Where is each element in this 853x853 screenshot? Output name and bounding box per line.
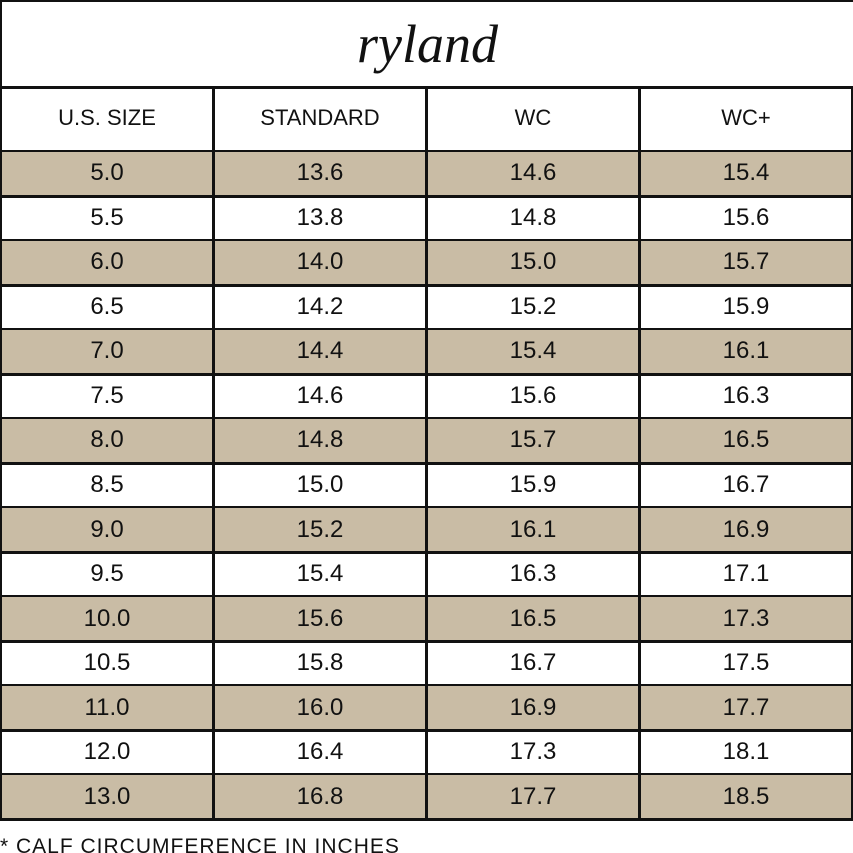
table-row: 6.0 14.0 15.0 15.7	[0, 241, 853, 287]
cell: 14.8	[425, 196, 638, 240]
table-row: 8.0 14.8 15.7 16.5	[0, 419, 853, 465]
cell: 16.8	[212, 775, 425, 818]
cell: 17.3	[425, 730, 638, 774]
cell: 15.6	[425, 374, 638, 418]
table-row: 8.5 15.0 15.9 16.7	[0, 463, 853, 510]
cell: 15.7	[638, 241, 853, 284]
cell: 15.0	[212, 463, 425, 507]
cell: 15.4	[638, 152, 853, 195]
footnote: * CALF CIRCUMFERENCE IN INCHES	[0, 835, 400, 853]
cell: 17.3	[638, 597, 853, 640]
cell: 15.2	[425, 285, 638, 329]
cell: 14.8	[212, 419, 425, 462]
cell: 12.0	[0, 730, 212, 774]
table-row: 9.0 15.2 16.1 16.9	[0, 508, 853, 554]
table-row: 6.5 14.2 15.2 15.9	[0, 285, 853, 332]
cell: 9.0	[0, 508, 212, 551]
cell: 16.0	[212, 686, 425, 729]
cell: 16.1	[638, 330, 853, 373]
cell: 15.2	[212, 508, 425, 551]
cell: 10.0	[0, 597, 212, 640]
cell: 14.2	[212, 285, 425, 329]
table-row: 12.0 16.4 17.3 18.1	[0, 730, 853, 777]
cell: 16.9	[425, 686, 638, 729]
cell: 18.1	[638, 730, 853, 774]
table-row: 7.0 14.4 15.4 16.1	[0, 330, 853, 376]
cell: 15.9	[638, 285, 853, 329]
cell: 15.4	[212, 552, 425, 596]
header-row: U.S. SIZE STANDARD WC WC+	[0, 86, 853, 153]
cell: 16.5	[638, 419, 853, 462]
table-row: 11.0 16.0 16.9 17.7	[0, 686, 853, 732]
cell: 14.4	[212, 330, 425, 373]
cell: 16.3	[638, 374, 853, 418]
cell: 5.0	[0, 152, 212, 195]
cell: WC+	[638, 86, 853, 150]
cell: 16.4	[212, 730, 425, 774]
table-row: 10.0 15.6 16.5 17.3	[0, 597, 853, 643]
table-row: 9.5 15.4 16.3 17.1	[0, 552, 853, 599]
cell: U.S. SIZE	[0, 86, 212, 150]
cell: 10.5	[0, 641, 212, 685]
cell: WC	[425, 86, 638, 150]
cell: 13.6	[212, 152, 425, 195]
cell: 16.1	[425, 508, 638, 551]
cell: 11.0	[0, 686, 212, 729]
cell: 7.0	[0, 330, 212, 373]
cell: 5.5	[0, 196, 212, 240]
cell: 17.5	[638, 641, 853, 685]
cell: 13.0	[0, 775, 212, 818]
cell: 16.7	[638, 463, 853, 507]
cell: 14.6	[425, 152, 638, 195]
cell: 8.5	[0, 463, 212, 507]
table-row: 7.5 14.6 15.6 16.3	[0, 374, 853, 421]
cell: 8.0	[0, 419, 212, 462]
cell: 6.0	[0, 241, 212, 284]
cell: 7.5	[0, 374, 212, 418]
cell: 14.0	[212, 241, 425, 284]
cell: 9.5	[0, 552, 212, 596]
title: ryland	[0, 0, 853, 89]
cell: 17.7	[638, 686, 853, 729]
table-row: 5.0 13.6 14.6 15.4	[0, 152, 853, 198]
cell: 17.1	[638, 552, 853, 596]
cell: 15.6	[212, 597, 425, 640]
table-row: 13.0 16.8 17.7 18.5	[0, 775, 853, 821]
cell: 15.0	[425, 241, 638, 284]
cell: 6.5	[0, 285, 212, 329]
table-row: 5.5 13.8 14.8 15.6	[0, 196, 853, 243]
cell: 16.3	[425, 552, 638, 596]
cell: 14.6	[212, 374, 425, 418]
cell: 18.5	[638, 775, 853, 818]
cell: 16.9	[638, 508, 853, 551]
cell: 17.7	[425, 775, 638, 818]
cell: 16.5	[425, 597, 638, 640]
cell: 15.9	[425, 463, 638, 507]
cell: 13.8	[212, 196, 425, 240]
table-row: 10.5 15.8 16.7 17.5	[0, 641, 853, 688]
cell: 15.4	[425, 330, 638, 373]
cell: 15.6	[638, 196, 853, 240]
cell: 16.7	[425, 641, 638, 685]
cell: 15.8	[212, 641, 425, 685]
cell: 15.7	[425, 419, 638, 462]
cell: STANDARD	[212, 86, 425, 150]
